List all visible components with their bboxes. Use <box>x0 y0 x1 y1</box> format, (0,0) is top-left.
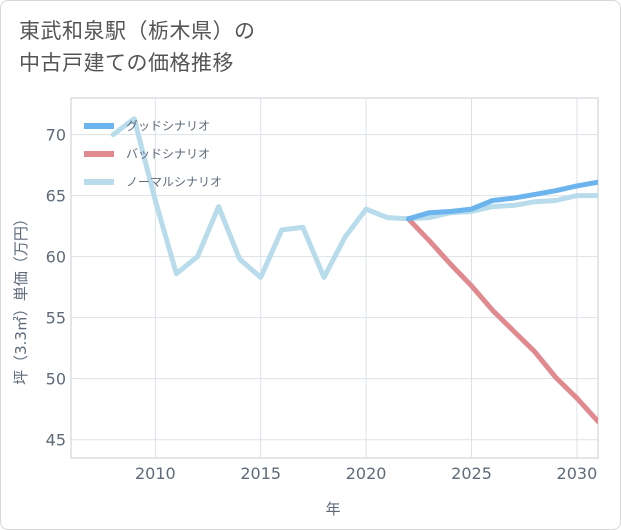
series-line-good <box>405 179 598 222</box>
x-tick-label: 2010 <box>135 464 176 483</box>
y-tick-label: 55 <box>46 309 66 328</box>
legend-label-good: グッドシナリオ <box>126 119 210 133</box>
y-tick-label: 60 <box>46 248 66 267</box>
x-axis-label: 年 <box>325 500 340 518</box>
series-line-normal <box>110 116 598 280</box>
y-tick-label: 45 <box>46 431 66 450</box>
x-tick-label: 2025 <box>451 464 492 483</box>
chart-title: 東武和泉駅（栃木県）の 中古戸建ての価格推移 <box>19 15 256 79</box>
x-tick-label: 2030 <box>557 464 598 483</box>
legend-label-bad: バッドシナリオ <box>126 147 210 161</box>
legend-label-normal: ノーマルシナリオ <box>126 175 222 189</box>
series-line-bad <box>405 216 598 424</box>
y-tick-label: 65 <box>46 187 66 206</box>
y-tick-label: 70 <box>46 126 66 145</box>
y-tick-label: 50 <box>46 370 66 389</box>
y-axis-label: 坪（3.3㎡）単価（万円） <box>12 211 30 385</box>
tick-labels: 2010 2015 2020 2025 2030 45 50 55 60 65 70 <box>46 126 598 483</box>
chart-title-line-2: 中古戸建ての価格推移 <box>19 51 234 75</box>
series-lines <box>110 116 598 424</box>
chart-title-line-1: 東武和泉駅（栃木県）の <box>19 19 256 43</box>
x-tick-label: 2020 <box>346 464 387 483</box>
plot-area <box>70 97 599 459</box>
x-tick-label: 2015 <box>240 464 281 483</box>
